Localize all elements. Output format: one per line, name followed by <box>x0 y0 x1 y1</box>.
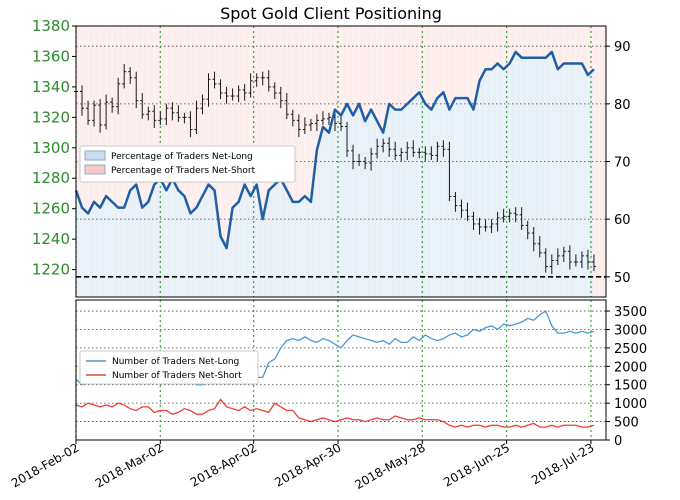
right-tick-label: 1000 <box>614 397 647 412</box>
legend-box <box>79 145 296 183</box>
x-tick-labels: 2018-Feb-02 2018-Mar-02 2018-Apr-02 2018-Ap… <box>9 440 596 492</box>
x-tick-label: 2018-Apr-02 <box>188 440 259 489</box>
x-tick-label: 2018-Mar-02 <box>93 440 166 490</box>
net-long-percentage-series <box>74 50 595 250</box>
left-tick-label: 1280 <box>32 169 70 187</box>
right-tick-label: 80 <box>614 98 631 113</box>
right-tick-label: 0 <box>614 434 622 449</box>
chart-title: Spot Gold Client Positioning <box>220 4 442 23</box>
legend-swatch <box>84 150 106 161</box>
right-tick-label: 3500 <box>614 305 647 320</box>
legend-swatch <box>84 164 106 175</box>
net-long-percentage-line <box>74 50 595 250</box>
ohlc-bars <box>74 64 596 275</box>
left-tick-label: 1220 <box>32 261 70 279</box>
right-tick-label: 2500 <box>614 342 647 357</box>
bottom-panel-axes: 0 500 1000 1500 2000 2500 3000 3500 <box>75 299 647 449</box>
left-tick-label: 1360 <box>32 47 70 65</box>
right-tick-label: 50 <box>614 271 631 286</box>
net-short-count-series <box>75 398 595 428</box>
top-panel-axes: 1220 1240 1260 1280 1300 1320 1340 1360 1380 50 60… <box>32 17 631 298</box>
x-tick-label: 2018-May-28 <box>352 440 427 492</box>
right-tick-label: 500 <box>614 416 639 431</box>
left-tick-label: 1320 <box>32 108 70 126</box>
x-tick-label: 2018-Feb-02 <box>9 440 82 490</box>
left-tick-label: 1260 <box>32 200 70 218</box>
right-tick-label: 60 <box>614 213 631 228</box>
legend-label: Percentage of Traders Net-Short <box>111 166 256 176</box>
top-legend: Percentage of Traders Net-Long Percentage… <box>79 145 296 183</box>
x-tick-label: 2018-Jul-23 <box>529 440 596 487</box>
left-tick-label: 1380 <box>32 17 70 35</box>
bottom-panel-frame <box>75 299 607 441</box>
left-tick-label: 1240 <box>32 230 70 248</box>
legend-label: Number of Traders Net-Long <box>112 357 239 367</box>
right-tick-label: 2000 <box>614 360 647 375</box>
bottom-legend: Number of Traders Net-Long Number of Trad… <box>79 350 259 385</box>
right-tick-label: 70 <box>614 156 631 171</box>
legend-label: Percentage of Traders Net-Long <box>111 152 253 162</box>
right-tick-label: 90 <box>614 40 631 55</box>
legend-label: Number of Traders Net-Short <box>112 371 242 381</box>
legend-box <box>79 350 259 385</box>
x-tick-label: 2018-Apr-30 <box>272 440 343 489</box>
left-tick-label: 1300 <box>32 139 70 157</box>
right-tick-label: 1500 <box>614 379 647 394</box>
x-tick-label: 2018-Jun-25 <box>441 440 512 489</box>
left-tick-label: 1340 <box>32 78 70 96</box>
right-tick-label: 3000 <box>614 323 647 338</box>
